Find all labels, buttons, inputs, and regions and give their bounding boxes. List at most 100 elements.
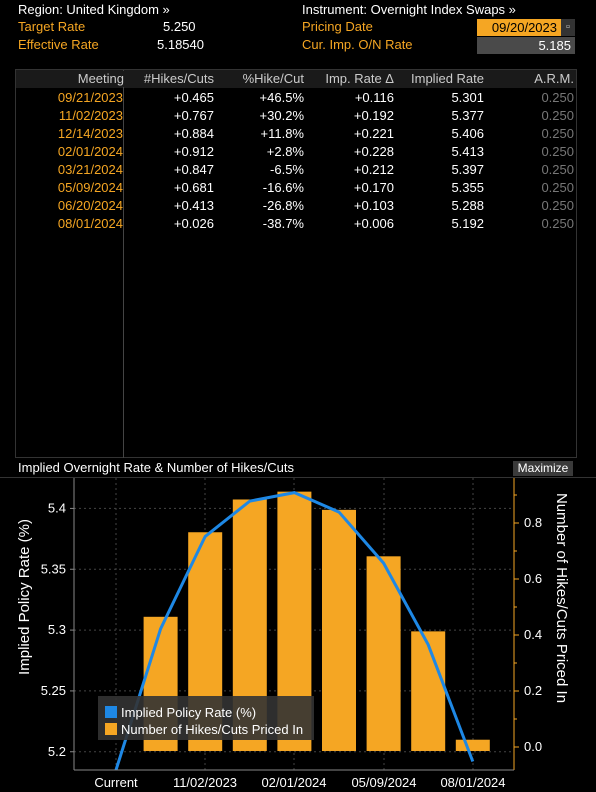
on-rate-field[interactable]: 5.185 bbox=[477, 37, 575, 54]
column-divider bbox=[123, 70, 124, 458]
arm-value: 0.250 bbox=[541, 144, 574, 159]
arm-value: 0.250 bbox=[541, 180, 574, 195]
implied-rate: 5.406 bbox=[451, 126, 484, 141]
maximize-button[interactable]: Maximize bbox=[513, 461, 573, 476]
y-right-axis-label: Number of Hikes/Cuts Priced In bbox=[553, 493, 570, 703]
meeting-date: 08/01/2024 bbox=[57, 216, 123, 231]
imp-rate-delta: +0.103 bbox=[353, 198, 394, 213]
table-row[interactable]: 05/09/2024 +0.681 -16.6% +0.170 5.355 0.250 bbox=[16, 179, 576, 196]
meeting-date: 03/21/2024 bbox=[57, 162, 123, 177]
hikes-cuts: +0.847 bbox=[173, 162, 214, 177]
x-tick-label: 05/09/2024 bbox=[351, 775, 416, 790]
legend-label-bar: Number of Hikes/Cuts Priced In bbox=[121, 722, 303, 737]
y-right-tick-label: 0.6 bbox=[524, 571, 542, 586]
implied-rate: 5.397 bbox=[451, 162, 484, 177]
col-arm[interactable]: A.R.M. bbox=[486, 71, 574, 87]
y-left-tick-label: 5.4 bbox=[48, 500, 66, 515]
y-right-tick-label: 0.0 bbox=[524, 739, 542, 754]
implied-rate: 5.413 bbox=[451, 144, 484, 159]
legend-swatch-bar bbox=[105, 723, 117, 735]
y-left-tick-label: 5.35 bbox=[41, 561, 66, 576]
col-imp-rate[interactable]: Imp. Rate Δ bbox=[306, 71, 394, 87]
table-row[interactable]: 02/01/2024 +0.912 +2.8% +0.228 5.413 0.250 bbox=[16, 143, 576, 160]
implied-rate: 5.192 bbox=[451, 216, 484, 231]
table-row[interactable]: 08/01/2024 +0.026 -38.7% +0.006 5.192 0.250 bbox=[16, 215, 576, 232]
arm-value: 0.250 bbox=[541, 90, 574, 105]
on-rate-label: Cur. Imp. O/N Rate bbox=[302, 37, 413, 52]
table-row[interactable]: 12/14/2023 +0.884 +11.8% +0.221 5.406 0.250 bbox=[16, 125, 576, 142]
arm-value: 0.250 bbox=[541, 162, 574, 177]
imp-rate-delta: +0.116 bbox=[354, 90, 394, 105]
target-rate-value: 5.250 bbox=[163, 19, 196, 34]
x-tick-label: Current bbox=[94, 775, 138, 790]
calendar-icon[interactable]: ▫ bbox=[561, 19, 575, 36]
hikes-cuts: +0.912 bbox=[173, 144, 214, 159]
imp-rate-delta: +0.228 bbox=[353, 144, 394, 159]
arm-value: 0.250 bbox=[541, 198, 574, 213]
implied-rate: 5.288 bbox=[451, 198, 484, 213]
pct-hike-cut: -26.8% bbox=[262, 198, 304, 213]
bar bbox=[366, 556, 401, 751]
col-meeting[interactable]: Meeting bbox=[20, 71, 124, 87]
implied-rate: 5.355 bbox=[451, 180, 484, 195]
effective-rate-label: Effective Rate bbox=[18, 37, 99, 52]
pct-hike-cut: +2.8% bbox=[266, 144, 304, 159]
hikes-cuts: +0.767 bbox=[173, 108, 214, 123]
x-tick-label: 11/02/2023 bbox=[173, 775, 237, 790]
table-row[interactable]: 06/20/2024 +0.413 -26.8% +0.103 5.288 0.250 bbox=[16, 197, 576, 214]
arm-value: 0.250 bbox=[541, 108, 574, 123]
implied-rate: 5.301 bbox=[451, 90, 484, 105]
chart-divider bbox=[0, 477, 596, 478]
meeting-date: 11/02/2023 bbox=[58, 108, 123, 123]
pricing-date-input[interactable]: 09/20/2023 bbox=[477, 19, 561, 36]
arm-value: 0.250 bbox=[541, 216, 574, 231]
implied-rate: 5.377 bbox=[451, 108, 484, 123]
hikes-cuts: +0.413 bbox=[173, 198, 214, 213]
x-tick-label: 02/01/2024 bbox=[261, 775, 326, 790]
region-selector[interactable]: Region: United Kingdom » bbox=[18, 2, 170, 17]
pct-hike-cut: -6.5% bbox=[270, 162, 304, 177]
legend-label-line: Implied Policy Rate (%) bbox=[121, 705, 256, 720]
bar bbox=[411, 631, 446, 751]
table-row[interactable]: 09/21/2023 +0.465 +46.5% +0.116 5.301 0.250 bbox=[16, 89, 576, 106]
meeting-date: 05/09/2024 bbox=[57, 180, 123, 195]
instrument-selector[interactable]: Instrument: Overnight Index Swaps » bbox=[302, 2, 516, 17]
hikes-cuts: +0.681 bbox=[173, 180, 214, 195]
table-row[interactable]: 11/02/2023 +0.767 +30.2% +0.192 5.377 0.250 bbox=[16, 107, 576, 124]
col-implied-rate[interactable]: Implied Rate bbox=[396, 71, 484, 87]
bar bbox=[322, 509, 356, 751]
imp-rate-delta: +0.221 bbox=[353, 126, 394, 141]
pct-hike-cut: -16.6% bbox=[262, 180, 304, 195]
col-pct[interactable]: %Hike/Cut bbox=[216, 71, 304, 87]
y-left-tick-label: 5.2 bbox=[48, 744, 66, 759]
meetings-table bbox=[15, 69, 577, 458]
y-right-tick-label: 0.4 bbox=[524, 627, 542, 642]
meeting-date: 02/01/2024 bbox=[57, 144, 123, 159]
hikes-cuts: +0.465 bbox=[173, 90, 214, 105]
x-tick-label: 08/01/2024 bbox=[440, 775, 505, 790]
meeting-date: 06/20/2024 bbox=[57, 198, 123, 213]
effective-rate-value: 5.18540 bbox=[157, 37, 204, 52]
y-left-tick-label: 5.3 bbox=[48, 622, 66, 637]
pricing-date-label: Pricing Date bbox=[302, 19, 373, 34]
arm-value: 0.250 bbox=[541, 126, 574, 141]
chart-title: Implied Overnight Rate & Number of Hikes… bbox=[18, 460, 294, 475]
legend-box bbox=[98, 696, 314, 740]
y-right-tick-label: 0.8 bbox=[524, 515, 542, 530]
pct-hike-cut: +11.8% bbox=[260, 126, 305, 141]
y-left-tick-label: 5.25 bbox=[41, 683, 66, 698]
legend-swatch-line bbox=[105, 706, 117, 718]
y-right-tick-label: 0.2 bbox=[524, 683, 542, 698]
y-left-axis-label: Implied Policy Rate (%) bbox=[16, 519, 33, 675]
meeting-date: 12/14/2023 bbox=[57, 126, 123, 141]
hikes-cuts: +0.026 bbox=[173, 216, 214, 231]
pct-hike-cut: +46.5% bbox=[259, 90, 304, 105]
imp-rate-delta: +0.192 bbox=[353, 108, 394, 123]
pct-hike-cut: -38.7% bbox=[262, 216, 304, 231]
target-rate-label: Target Rate bbox=[18, 19, 86, 34]
pct-hike-cut: +30.2% bbox=[259, 108, 304, 123]
table-row[interactable]: 03/21/2024 +0.847 -6.5% +0.212 5.397 0.250 bbox=[16, 161, 576, 178]
rate-chart: 5.2 5.25 5.3 5.35 5.4 0.0 0.2 0.4 0.6 0.8 Current 1… bbox=[16, 478, 570, 790]
series-line bbox=[114, 491, 475, 771]
col-hikes[interactable]: #Hikes/Cuts bbox=[124, 71, 214, 87]
